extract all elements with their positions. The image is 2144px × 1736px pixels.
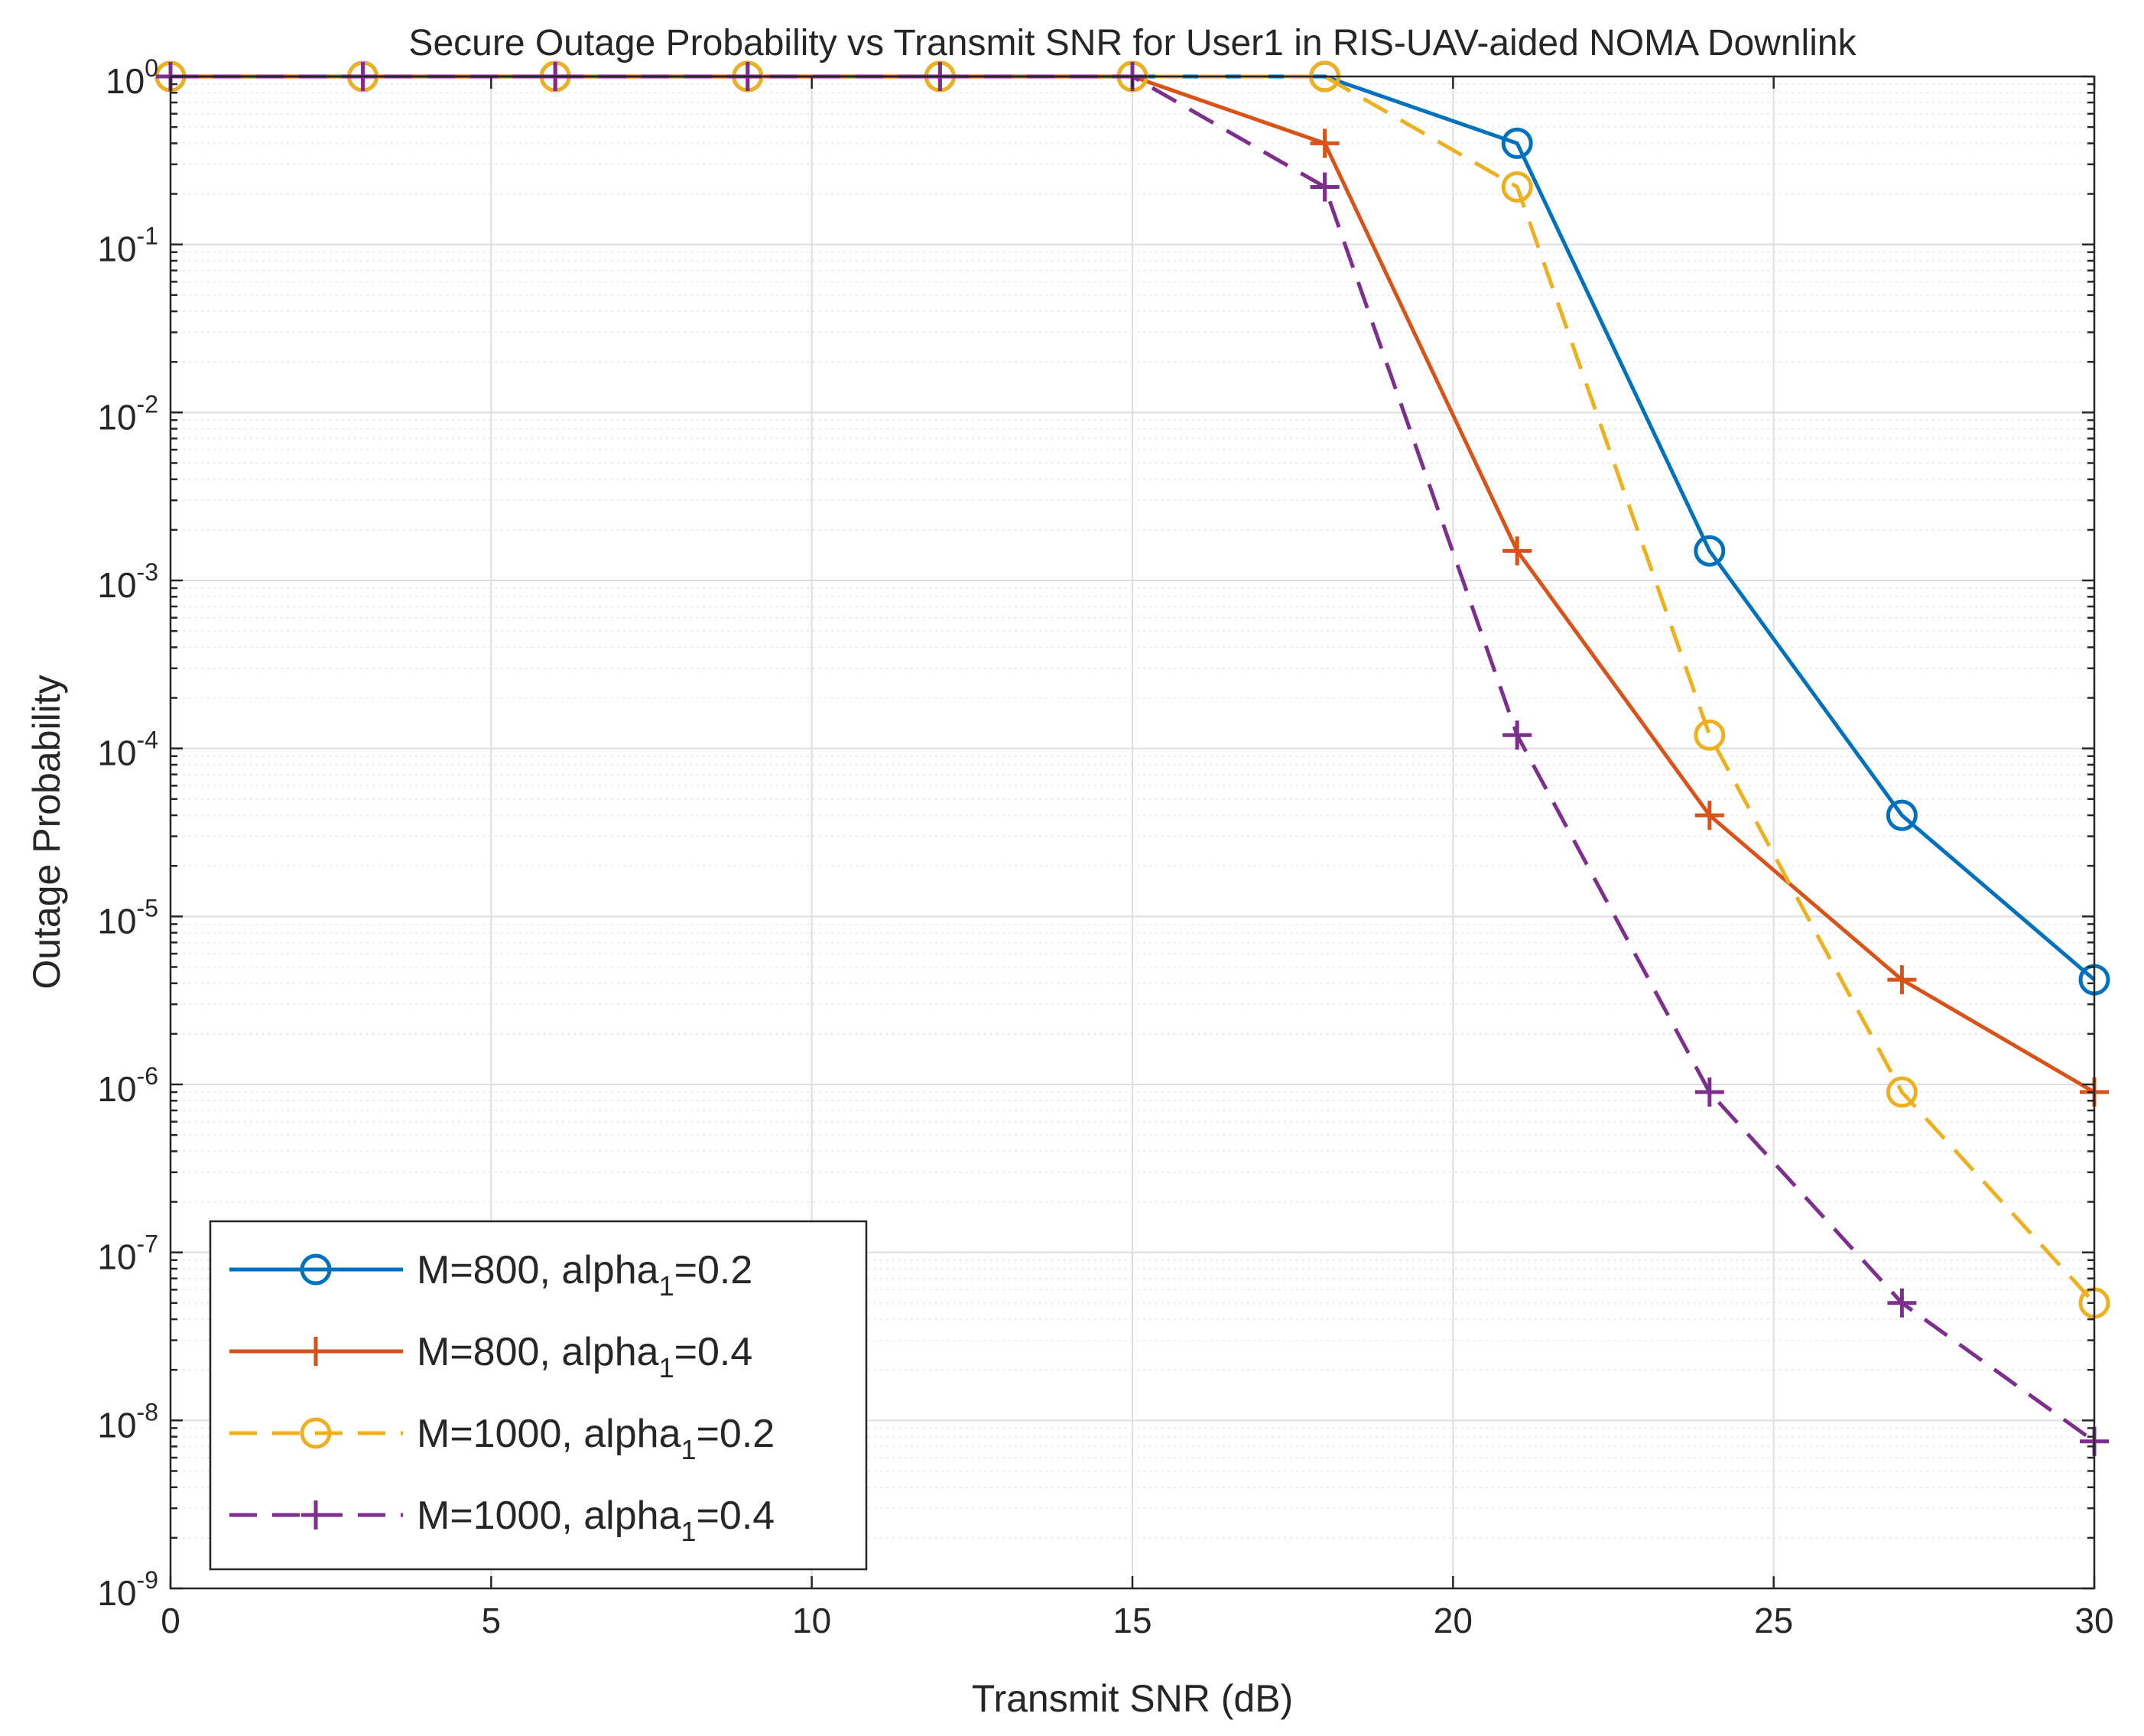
legend-label: M=1000, alpha1=0.4 <box>417 1494 775 1547</box>
chart-title: Secure Outage Probability vs Transmit SN… <box>408 23 1857 63</box>
legend-entry-4: M=1000, alpha1=0.4 <box>229 1494 775 1547</box>
legend-label: M=800, alpha1=0.2 <box>417 1248 752 1302</box>
grid <box>170 76 2095 1589</box>
legend-entry-2: M=800, alpha1=0.4 <box>229 1330 752 1383</box>
x-tick-label: 20 <box>1434 1601 1473 1640</box>
data-point-plus <box>1887 965 1917 995</box>
y-tick-label: 10-9 <box>97 1566 158 1613</box>
y-tick-label: 10-8 <box>97 1398 158 1445</box>
data-point-circle <box>300 1253 332 1286</box>
data-point-plus <box>1502 720 1532 750</box>
y-tick-label: 10-3 <box>97 558 158 605</box>
x-tick-label: 5 <box>482 1601 502 1640</box>
legend-box <box>209 1220 868 1571</box>
legend-entry-1: M=800, alpha1=0.2 <box>229 1248 752 1302</box>
data-point-circle <box>1886 799 1918 831</box>
data-point-plus <box>301 1500 330 1530</box>
y-tick-label: 10-5 <box>97 894 158 941</box>
data-point-plus <box>1887 1288 1917 1318</box>
legend: M=800, alpha1=0.2 M=800, alpha1=0.4 M=1000… <box>209 1220 868 1571</box>
data-point-circle <box>1501 127 1533 159</box>
data-point-plus <box>1310 128 1340 158</box>
data-point-circle <box>300 1417 332 1449</box>
legend-label: M=800, alpha1=0.4 <box>417 1330 752 1383</box>
axis-ticks: 100 10-1 10-2 10-3 10-4 10-5 10-6 10-7 10-8 10-90… <box>97 54 2113 1640</box>
x-axis-title: Transmit SNR (dB) <box>972 1677 1293 1720</box>
x-tick-label: 30 <box>2074 1601 2113 1640</box>
x-tick-label: 15 <box>1113 1601 1152 1640</box>
y-tick-label: 10-1 <box>97 223 158 269</box>
y-tick-label: 10-4 <box>97 727 158 773</box>
data-point-circle <box>1694 535 1726 567</box>
data-point-plus <box>1310 172 1340 202</box>
legend-entry-3: M=1000, alpha1=0.2 <box>229 1412 775 1465</box>
x-tick-label: 0 <box>161 1601 180 1640</box>
x-tick-label: 10 <box>792 1601 831 1640</box>
data-point-plus <box>301 1337 330 1366</box>
y-tick-label: 10-6 <box>97 1062 158 1109</box>
y-tick-label: 10-7 <box>97 1230 158 1277</box>
data-point-circle <box>1886 1076 1918 1108</box>
y-tick-label: 100 <box>106 54 158 101</box>
data-point-plus <box>1694 1078 1724 1107</box>
data-point-plus <box>1502 536 1532 566</box>
data-point-plus <box>1694 801 1724 831</box>
legend-label: M=1000, alpha1=0.2 <box>417 1412 775 1465</box>
data-point-circle <box>1501 171 1533 203</box>
x-tick-label: 25 <box>1754 1601 1793 1640</box>
data-point-circle <box>1694 719 1726 751</box>
y-tick-label: 10-2 <box>97 390 158 437</box>
y-axis-title: Outage Probability <box>25 675 68 989</box>
